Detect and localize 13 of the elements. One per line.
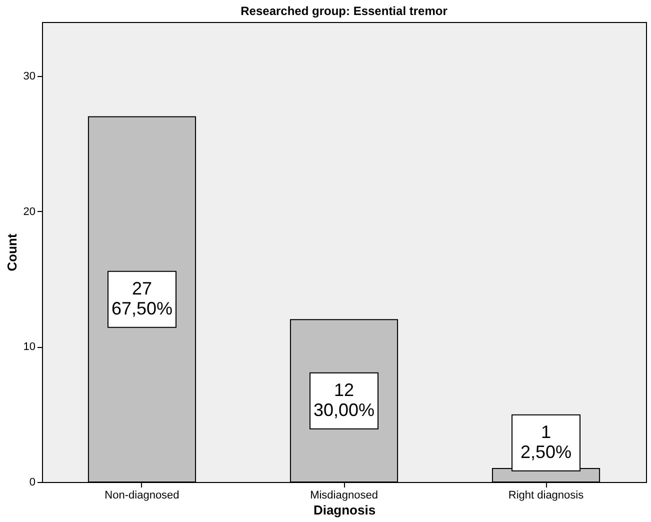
x-axis-title: Diagnosis (313, 502, 376, 518)
y-tick-label: 10 (23, 341, 36, 354)
y-tick-label: 30 (23, 70, 36, 83)
y-tick-label: 20 (23, 206, 36, 218)
data-label: 1 2,50% (520, 422, 572, 462)
x-tick-label: Misdiagnosed (310, 490, 378, 502)
data-label: 12 30,00% (313, 380, 375, 420)
data-label: 27 67,50% (111, 278, 173, 318)
chart-title: Researched group: Essential tremor (240, 4, 448, 18)
x-tick-label: Right diagnosis (508, 490, 584, 502)
y-tick-label: 0 (29, 476, 36, 488)
x-tick-label: Non-diagnosed (104, 490, 180, 502)
y-axis-title: Count (4, 233, 20, 272)
